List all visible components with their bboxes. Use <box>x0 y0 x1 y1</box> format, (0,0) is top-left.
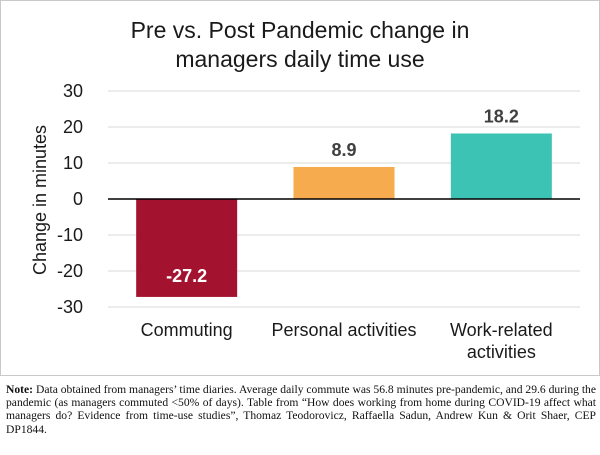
category-label: Personal activities <box>271 320 416 340</box>
bar <box>293 166 395 199</box>
bar <box>450 133 552 199</box>
y-tick-label: 30 <box>63 81 83 101</box>
data-label: -27.2 <box>166 266 207 286</box>
y-tick-label: 10 <box>63 153 83 173</box>
bars <box>136 133 552 297</box>
chart-title-line: Pre vs. Post Pandemic change in <box>131 17 470 43</box>
y-tick-label: -20 <box>57 261 83 281</box>
data-label: 18.2 <box>484 106 519 126</box>
bar-chart: Pre vs. Post Pandemic change in managers … <box>30 17 580 362</box>
y-axis-label: Change in minutes <box>30 125 50 275</box>
y-tick-label: -30 <box>57 297 83 317</box>
chart-title-line: managers daily time use <box>175 46 424 72</box>
y-axis-ticks: 30 20 10 0 -10 -20 -30 <box>57 81 83 317</box>
y-tick-label: 20 <box>63 117 83 137</box>
data-label: 8.9 <box>331 140 356 160</box>
y-axis-title: Change in minutes <box>30 125 50 275</box>
y-tick-label: 0 <box>73 189 83 209</box>
note-label: Note: <box>6 383 34 396</box>
category-label: activities <box>467 342 536 362</box>
category-label: Commuting <box>141 320 233 340</box>
note-text: Data obtained from managers’ time diarie… <box>6 383 596 436</box>
y-tick-label: -10 <box>57 225 83 245</box>
data-labels: -27.2 8.9 18.2 <box>166 106 519 285</box>
footnote: Note: Data obtained from managers’ time … <box>6 383 596 436</box>
chart-title: Pre vs. Post Pandemic change in managers … <box>131 17 470 72</box>
bar <box>136 199 238 297</box>
category-label: Work-related <box>450 320 553 340</box>
category-labels: Commuting Personal activities Work-related… <box>141 320 553 362</box>
